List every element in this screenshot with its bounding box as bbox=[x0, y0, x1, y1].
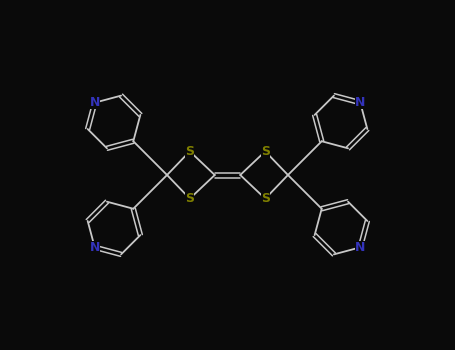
Text: S: S bbox=[185, 145, 194, 158]
Text: N: N bbox=[355, 241, 365, 254]
Text: S: S bbox=[261, 192, 270, 205]
Text: N: N bbox=[355, 96, 365, 109]
Text: S: S bbox=[185, 192, 194, 205]
Text: N: N bbox=[90, 96, 100, 109]
Text: N: N bbox=[90, 241, 100, 254]
Text: S: S bbox=[261, 145, 270, 158]
